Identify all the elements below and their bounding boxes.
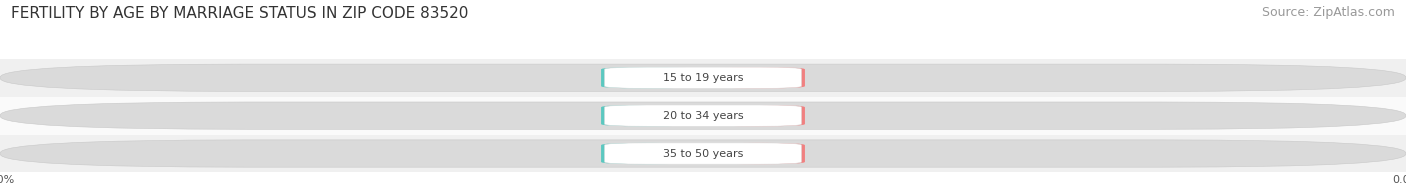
Text: FERTILITY BY AGE BY MARRIAGE STATUS IN ZIP CODE 83520: FERTILITY BY AGE BY MARRIAGE STATUS IN Z… — [11, 6, 468, 21]
Bar — [0, 135, 1406, 172]
Text: 0.0%: 0.0% — [745, 149, 773, 159]
FancyBboxPatch shape — [605, 67, 801, 88]
Text: 0.0%: 0.0% — [745, 73, 773, 83]
FancyBboxPatch shape — [602, 143, 693, 164]
Text: 0.0%: 0.0% — [745, 111, 773, 121]
Text: 15 to 19 years: 15 to 19 years — [662, 73, 744, 83]
Text: 35 to 50 years: 35 to 50 years — [662, 149, 744, 159]
FancyBboxPatch shape — [713, 67, 806, 88]
FancyBboxPatch shape — [602, 105, 693, 126]
Bar — [0, 97, 1406, 135]
FancyBboxPatch shape — [0, 64, 1406, 91]
Text: 0.0%: 0.0% — [633, 73, 661, 83]
FancyBboxPatch shape — [713, 143, 806, 164]
Text: 20 to 34 years: 20 to 34 years — [662, 111, 744, 121]
Text: Source: ZipAtlas.com: Source: ZipAtlas.com — [1261, 6, 1395, 19]
FancyBboxPatch shape — [0, 102, 1406, 129]
FancyBboxPatch shape — [713, 105, 806, 126]
FancyBboxPatch shape — [605, 105, 801, 126]
Text: 0.0%: 0.0% — [633, 149, 661, 159]
FancyBboxPatch shape — [0, 140, 1406, 167]
Text: 0.0%: 0.0% — [633, 111, 661, 121]
FancyBboxPatch shape — [605, 143, 801, 164]
FancyBboxPatch shape — [602, 67, 693, 88]
Bar — [0, 59, 1406, 97]
